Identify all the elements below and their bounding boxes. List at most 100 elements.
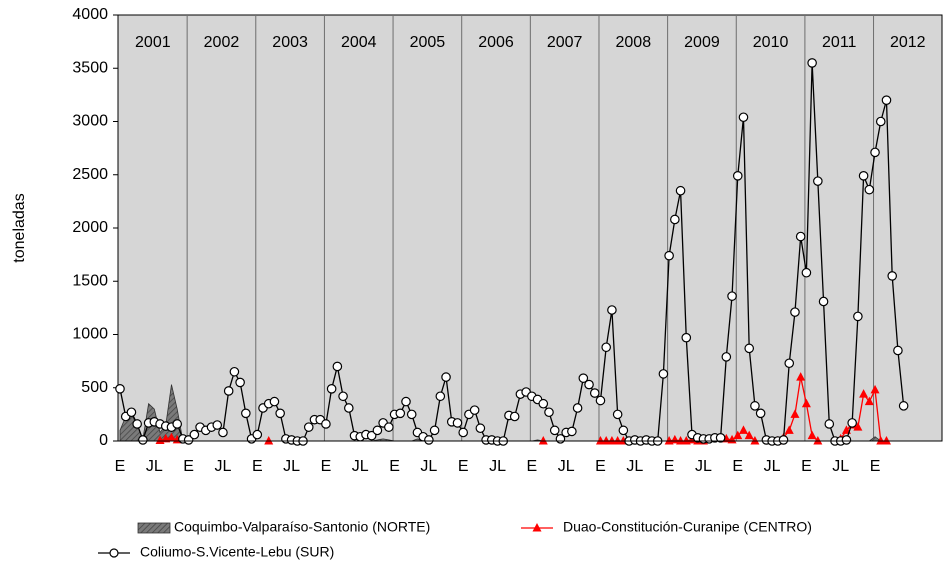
marker — [715, 433, 726, 443]
x-tick-label: E — [389, 458, 400, 475]
year-label: 2010 — [753, 34, 789, 51]
x-tick-label: E — [321, 458, 332, 475]
marker — [864, 184, 875, 195]
marker — [664, 250, 674, 261]
x-tick-label: E — [595, 458, 606, 475]
marker — [813, 176, 823, 186]
year-label: 2011 — [822, 34, 857, 51]
marker — [366, 430, 377, 441]
year-label: 2001 — [135, 34, 171, 51]
marker — [670, 214, 680, 225]
marker — [675, 185, 686, 196]
marker — [338, 391, 348, 402]
marker — [441, 372, 451, 382]
marker — [681, 332, 692, 343]
marker — [790, 307, 800, 317]
marker — [589, 388, 600, 398]
marker — [229, 366, 240, 377]
marker — [435, 391, 446, 402]
marker — [372, 425, 383, 436]
marker — [721, 352, 732, 362]
marker — [458, 427, 468, 438]
marker — [115, 384, 125, 394]
marker — [658, 369, 669, 379]
x-tick-label: E — [527, 458, 538, 475]
marker — [784, 425, 794, 434]
marker — [732, 171, 743, 181]
marker — [264, 436, 274, 445]
x-tick-label: JL — [832, 458, 849, 475]
marker — [126, 407, 137, 418]
marker — [269, 396, 280, 407]
marker — [733, 430, 743, 440]
y-axis-label: toneladas — [11, 193, 28, 262]
marker — [326, 384, 337, 394]
marker — [183, 435, 194, 445]
marker — [859, 389, 869, 398]
marker — [618, 425, 629, 436]
marker — [864, 396, 874, 406]
year-label: 2006 — [478, 34, 514, 51]
y-tick-label: 1500 — [72, 272, 108, 289]
marker — [841, 435, 852, 445]
marker — [801, 398, 811, 408]
x-tick-label: JL — [420, 458, 437, 475]
marker — [567, 426, 577, 437]
marker — [275, 408, 285, 419]
x-tick-label: E — [664, 458, 675, 475]
x-tick-label: E — [252, 458, 263, 475]
x-tick-label: E — [870, 458, 881, 475]
marker — [572, 403, 583, 413]
x-tick-label: JL — [558, 458, 575, 475]
marker — [612, 409, 623, 420]
y-tick-label: 500 — [81, 379, 108, 396]
legend-label: Duao-Constitución-Curanipe (CENTRO) — [563, 519, 812, 535]
legend-swatch — [137, 522, 171, 534]
marker — [847, 418, 857, 428]
marker — [235, 377, 245, 388]
marker — [818, 296, 829, 307]
marker — [429, 425, 440, 436]
marker — [813, 436, 823, 445]
x-tick-label: JL — [764, 458, 781, 475]
marker — [584, 379, 594, 390]
legend-label: Coliumo-S.Vicente-Lebu (SUR) — [140, 544, 334, 560]
marker — [401, 396, 411, 407]
marker — [727, 291, 737, 301]
marker — [475, 423, 486, 434]
marker — [750, 436, 760, 445]
marker — [750, 401, 760, 411]
y-tick-label: 3500 — [72, 59, 108, 76]
marker — [538, 398, 549, 409]
marker — [544, 407, 554, 418]
year-label: 2009 — [684, 34, 720, 51]
marker — [744, 343, 754, 354]
year-label: 2007 — [547, 34, 583, 51]
year-label: 2003 — [272, 34, 308, 51]
marker — [853, 422, 863, 431]
marker — [538, 436, 548, 445]
year-label: 2004 — [341, 34, 377, 51]
marker — [887, 271, 897, 281]
marker — [893, 345, 903, 356]
marker — [601, 436, 611, 445]
marker — [332, 361, 343, 372]
marker — [858, 171, 869, 181]
marker — [241, 408, 251, 419]
marker — [790, 409, 800, 418]
year-label: 2005 — [410, 34, 446, 51]
marker — [738, 112, 749, 123]
marker — [807, 58, 817, 68]
y-tick-label: 4000 — [72, 6, 108, 23]
x-tick-label: E — [732, 458, 743, 475]
marker — [755, 408, 766, 419]
marker — [853, 311, 863, 322]
marker — [509, 411, 520, 422]
marker — [132, 419, 142, 429]
marker — [744, 430, 754, 440]
marker — [166, 432, 176, 442]
y-tick-label: 1000 — [72, 326, 108, 343]
marker — [406, 409, 417, 420]
legend-marker — [532, 523, 542, 532]
